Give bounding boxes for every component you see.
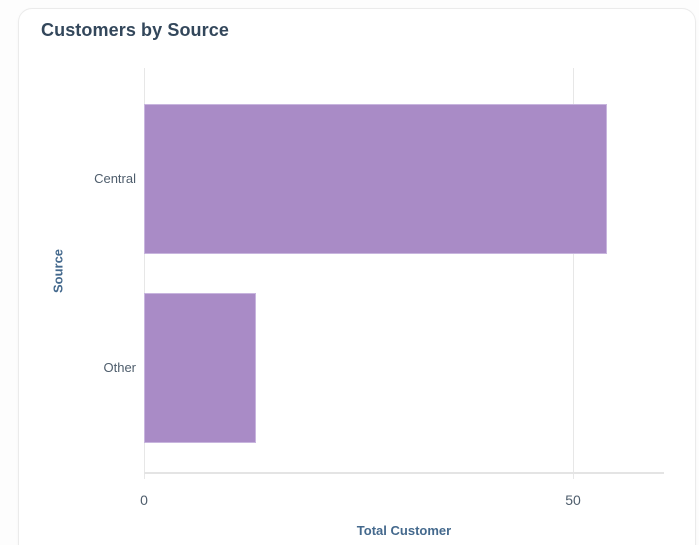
bar-chart-plot: Source Total Customer 0 50 Central Other — [19, 9, 697, 545]
bar-other[interactable] — [144, 293, 256, 443]
x-gridline — [573, 68, 575, 479]
chart-card: Customers by Source Source Total Custome… — [18, 8, 696, 545]
x-axis-title: Total Customer — [356, 523, 452, 538]
bar-central[interactable] — [144, 104, 607, 254]
x-gridline — [144, 68, 145, 479]
y-category-label: Central — [94, 171, 136, 186]
y-axis-title: Source — [50, 248, 66, 294]
x-tick-label: 50 — [565, 492, 581, 508]
x-tick-label: 0 — [140, 492, 148, 508]
y-category-label: Other — [103, 360, 136, 375]
x-axis-line — [144, 472, 664, 474]
chart-title: Customers by Source — [41, 20, 229, 40]
